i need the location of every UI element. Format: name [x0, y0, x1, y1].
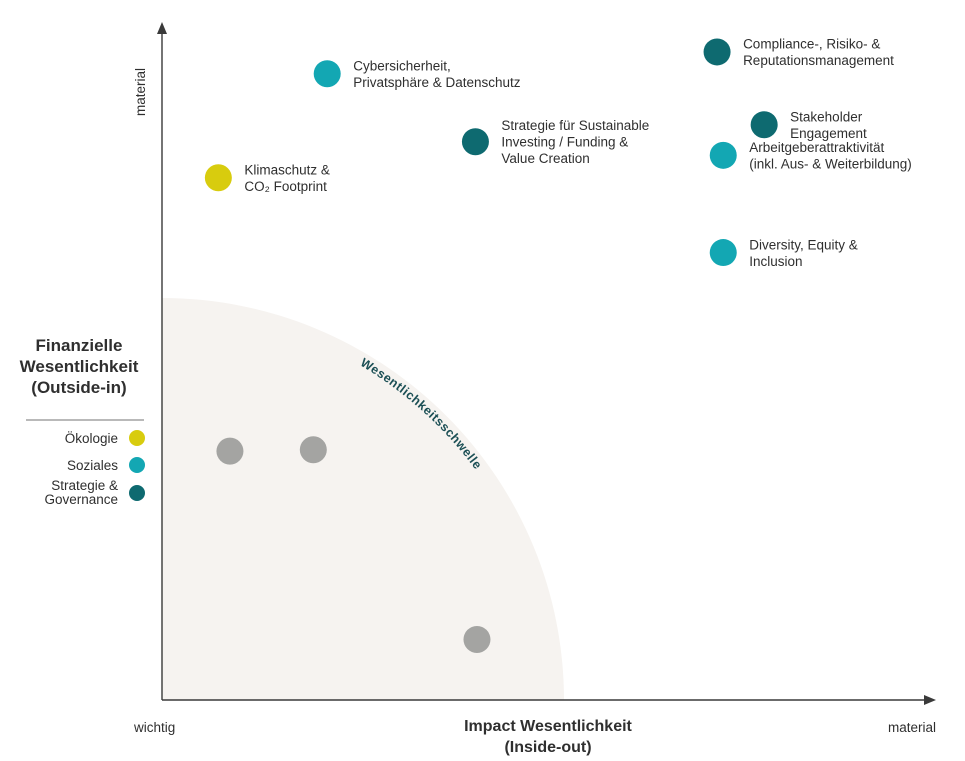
- data-label: Klimaschutz & CO₂ Footprint: [244, 163, 330, 195]
- legend-label: Soziales: [67, 458, 118, 473]
- data-label-line: (inkl. Aus- & Weiterbildung): [749, 157, 912, 172]
- data-point: [313, 60, 341, 88]
- data-point: [463, 625, 491, 653]
- data-label: Diversity, Equity & Inclusion: [749, 237, 858, 269]
- y-axis-title-line1: Finanzielle: [36, 336, 123, 355]
- data-point: [709, 239, 737, 267]
- data-point: [216, 437, 244, 465]
- legend-dot: [129, 457, 145, 473]
- legend-label: Strategie &: [51, 478, 118, 493]
- x-axis-max-label: material: [888, 720, 936, 735]
- data-label-line: Arbeitgeberattraktivität: [749, 140, 884, 155]
- data-point: [703, 38, 731, 66]
- data-label: Cybersicherheit, Privatsphäre & Datenschu…: [353, 58, 521, 90]
- data-label: Compliance-, Risiko- & Reputationsmanagem…: [743, 37, 894, 69]
- data-label-line: Compliance-, Risiko- &: [743, 37, 880, 52]
- data-labels: Klimaschutz & CO₂ Footprint Cybersicherhei…: [244, 37, 911, 269]
- data-label-line: Investing / Funding &: [501, 135, 628, 150]
- data-label: Stakeholder Engagement: [790, 109, 867, 141]
- legend-item: Ökologie: [65, 430, 145, 446]
- data-label-line: Reputationsmanagement: [743, 53, 894, 68]
- x-axis-title-line1: Impact Wesentlichkeit: [464, 718, 632, 735]
- data-point: [750, 111, 778, 139]
- legend-label: Ökologie: [65, 431, 118, 446]
- legend: Ökologie Soziales Strategie &Governance: [44, 430, 145, 507]
- legend-item: Strategie &Governance: [44, 478, 145, 507]
- data-label-line: Inclusion: [749, 254, 802, 269]
- data-label-line: Klimaschutz &: [244, 163, 330, 178]
- data-label-line: Stakeholder: [790, 109, 863, 124]
- data-label-line: Diversity, Equity &: [749, 237, 858, 252]
- x-axis-arrow: [924, 695, 936, 705]
- y-axis-max-label: material: [133, 68, 148, 116]
- data-label-line: Privatsphäre & Datenschutz: [353, 75, 521, 90]
- data-point: [461, 128, 489, 156]
- data-label: Arbeitgeberattraktivität (inkl. Aus- & We…: [749, 140, 912, 172]
- data-point: [299, 436, 327, 464]
- data-label-line: Strategie für Sustainable: [501, 118, 649, 133]
- y-axis-title-line3: (Outside-in): [31, 378, 126, 397]
- y-axis-title-line2: Wesentlichkeit: [20, 357, 139, 376]
- materiality-threshold-zone: [162, 298, 564, 700]
- legend-dot: [129, 485, 145, 501]
- data-label-line: Value Creation: [501, 151, 589, 166]
- data-label-line: Cybersicherheit,: [353, 58, 451, 73]
- legend-item: Soziales: [67, 457, 145, 473]
- data-label-line: Engagement: [790, 126, 867, 141]
- x-axis-min-label: wichtig: [133, 720, 175, 735]
- x-axis-title-line2: (Inside-out): [504, 739, 591, 756]
- data-point: [709, 141, 737, 169]
- legend-dot: [129, 430, 145, 446]
- y-axis-arrow: [157, 22, 167, 34]
- data-points: [204, 38, 778, 653]
- data-point: [204, 164, 232, 192]
- legend-label: Governance: [44, 492, 118, 507]
- data-label: Strategie für Sustainable Investing / Fun…: [501, 118, 649, 166]
- data-label-line: CO₂ Footprint: [244, 179, 327, 194]
